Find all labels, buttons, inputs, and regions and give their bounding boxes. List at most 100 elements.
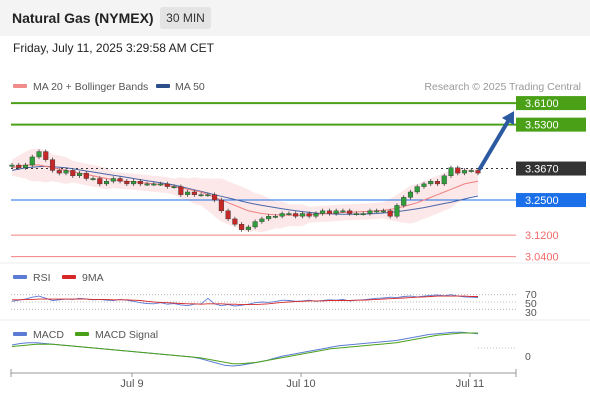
candle [299,213,305,217]
price-plot: 3.6100 3.5300 3.3670 3.2500 3.1200 3.0400 [9,96,586,264]
candle [394,205,400,217]
candle [353,213,359,215]
candle [279,213,285,217]
candle [151,183,157,186]
candle [29,156,35,166]
candle [137,180,143,185]
candle [326,210,332,214]
candle [266,216,272,220]
legend-label-ma50: MA 50 [175,81,205,93]
timeframe-button[interactable]: 30 MIN [160,7,211,29]
candle [239,224,245,230]
candle [374,210,380,213]
legend-label-macd-signal: MACD Signal [95,329,158,341]
macd-signal-line [11,332,478,365]
candle [212,194,218,201]
candle [313,213,319,217]
candle [367,210,373,214]
candle [340,210,346,213]
candle [164,183,170,187]
candle [320,210,326,214]
macd-tick-0: 0 [525,351,531,363]
candle [441,175,447,185]
attribution: Research © 2025 Trading Central [424,81,581,93]
candle [144,183,150,186]
legend-swatch-9ma [62,275,76,279]
candle [333,210,339,214]
candle [77,172,83,177]
rsi-9ma-line [12,295,478,306]
ma20-line [11,164,479,216]
candle [455,167,461,174]
candle [110,178,116,182]
candle [387,210,393,217]
candle [16,164,22,168]
candle [205,194,211,197]
candle [124,180,130,185]
candle [63,170,69,174]
legend-label-ma20: MA 20 + Bollinger Bands [33,81,148,93]
candle [43,151,49,160]
candle [171,186,177,188]
rsi-tick-30: 30 [525,307,537,319]
candle [198,194,204,197]
candle [468,170,474,172]
candle [56,170,62,174]
instrument-title: Natural Gas (NYMEX) [12,10,154,26]
level-label-5: 3.0400 [525,252,559,264]
forecast-arrow-shaft [478,119,510,171]
candle [49,159,56,171]
level-tag-1 [516,117,586,132]
chart-header: Natural Gas (NYMEX) 30 MIN [0,0,590,36]
candle [97,178,103,185]
candle [131,180,137,185]
candle [252,221,258,228]
candle [225,210,231,220]
ma50-line [11,165,479,215]
macd-line [11,331,479,367]
level-tag-0 [516,96,586,111]
macd-plot [11,331,516,367]
rsi-tick-50: 50 [525,298,537,310]
legend-swatch-macd-signal [75,332,89,336]
candle [232,218,238,225]
rsi-tick-70: 70 [525,289,537,301]
candle [448,167,454,177]
level-label-2: 3.3670 [525,164,559,176]
candle [22,164,29,168]
candle [36,151,42,158]
level-label-3: 3.2500 [525,195,559,207]
legend-label-rsi: RSI [33,272,51,284]
bollinger-band [12,148,478,233]
candle [407,191,413,198]
candle [117,178,123,182]
candle [293,213,299,217]
candle [70,170,76,177]
candle [360,213,366,215]
candle [104,180,110,185]
chart-datetime: Friday, July 11, 2025 3:29:58 AM CET [13,41,214,55]
x-tick-jul11: Jul 11 [456,378,485,390]
legend-label-macd: MACD [33,329,64,341]
level-label-1: 3.5300 [525,120,559,132]
candle [421,183,427,187]
level-tag-2 [516,161,586,176]
level-label-0: 3.6100 [525,98,559,110]
legend-swatch-macd [13,332,27,336]
candle [414,186,420,193]
candle [83,172,89,179]
rsi-plot [11,294,516,310]
candle [286,213,292,215]
forecast-arrow-head [501,111,514,126]
candle [259,218,265,222]
candle [245,226,251,230]
level-tag-3 [516,193,586,208]
candle [434,180,441,185]
candle [428,180,434,185]
candle [272,216,278,218]
candle [90,178,96,180]
legend-swatch-rsi [13,275,27,279]
candle [9,164,15,167]
candle [218,199,224,212]
candle [306,213,312,217]
